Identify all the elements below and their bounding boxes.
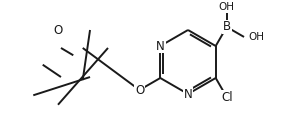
Text: OH: OH bbox=[248, 32, 264, 42]
Text: Cl: Cl bbox=[221, 91, 233, 104]
Text: O: O bbox=[135, 83, 144, 96]
Text: N: N bbox=[184, 87, 192, 100]
Text: O: O bbox=[54, 23, 63, 36]
Text: OH: OH bbox=[219, 2, 235, 12]
Text: N: N bbox=[156, 39, 165, 52]
Text: B: B bbox=[223, 20, 231, 33]
